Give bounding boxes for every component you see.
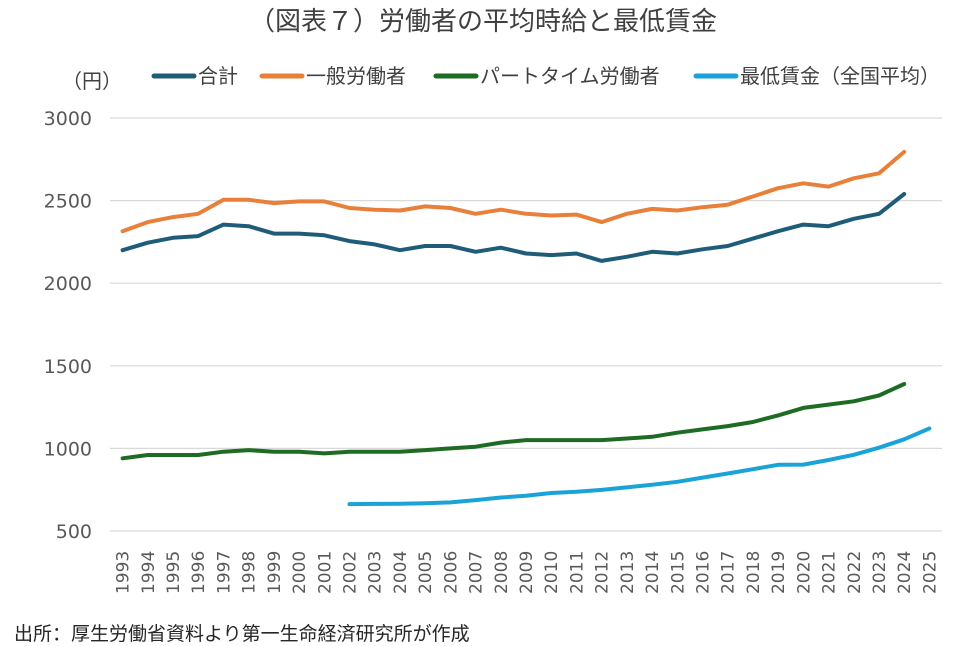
x-tick-label: 2023 (870, 551, 890, 594)
series-line-2 (120, 382, 907, 461)
series-line-0 (120, 192, 907, 263)
x-tick-label: 2017 (719, 551, 739, 594)
x-tick-label: 1997 (214, 551, 234, 594)
x-tick-label: 2008 (492, 551, 512, 594)
y-tick-label: 3000 (44, 108, 92, 130)
x-tick-label: 2021 (820, 551, 840, 594)
x-tick-label: 2004 (391, 551, 411, 594)
y-tick-label: 1000 (44, 438, 92, 460)
x-tick-label: 2000 (290, 551, 310, 594)
y-axis-ticks: 3000 2500 2000 1500 1000 500 (44, 108, 92, 543)
x-tick-label: 2013 (618, 551, 638, 594)
x-tick-label: 2022 (845, 551, 865, 594)
x-tick-label: 2015 (668, 551, 688, 594)
gridlines (110, 117, 942, 532)
x-tick-label: 1999 (265, 551, 285, 594)
x-tick-label: 1994 (139, 551, 159, 594)
x-tick-label: 2020 (794, 551, 814, 594)
y-tick-label: 2500 (44, 191, 92, 213)
x-tick-label: 2006 (441, 551, 461, 594)
x-tick-label: 2016 (693, 551, 713, 594)
x-tick-label: 2014 (643, 551, 663, 594)
x-tick-label: 2005 (416, 551, 436, 594)
legend-label-0: 合計 (198, 64, 238, 88)
series-line-3 (347, 426, 932, 507)
x-tick-label: 1993 (114, 551, 134, 594)
x-tick-label: 2012 (593, 551, 613, 594)
x-tick-label: 2025 (920, 551, 940, 594)
source-note: 出所：厚生労働省資料より第一生命経済研究所が作成 (14, 623, 470, 645)
chart-title: （図表７）労働者の平均時給と最低賃金 (249, 7, 717, 37)
x-tick-label: 2010 (542, 551, 562, 594)
series-lines (120, 149, 932, 507)
x-tick-label: 2024 (895, 551, 915, 594)
legend: 合計 一般労働者 パートタイム労働者 最低賃金（全国平均） (151, 64, 940, 88)
series-line-1 (120, 149, 907, 234)
legend-label-3: 最低賃金（全国平均） (740, 64, 940, 88)
x-tick-label: 2011 (567, 551, 587, 594)
y-tick-label: 1500 (44, 356, 92, 378)
x-tick-label: 2007 (467, 551, 487, 594)
legend-label-2: パートタイム労働者 (480, 64, 660, 88)
x-tick-label: 2002 (341, 551, 361, 594)
x-tick-label: 1998 (240, 551, 260, 594)
legend-label-1: 一般労働者 (306, 64, 406, 88)
x-tick-label: 1995 (164, 551, 184, 594)
x-tick-label: 2001 (315, 551, 335, 594)
y-axis-unit-label: （円） (62, 69, 122, 93)
x-tick-label: 1996 (189, 551, 209, 594)
y-tick-label: 2000 (44, 273, 92, 295)
x-tick-label: 2019 (769, 551, 789, 594)
x-tick-label: 2003 (366, 551, 386, 594)
x-axis-ticks: 1993 1994 1995 1996 1997 1998 1999 2000 2001 2002… (114, 551, 941, 594)
x-tick-label: 2009 (517, 551, 537, 594)
y-tick-label: 500 (56, 521, 92, 543)
x-tick-label: 2018 (744, 551, 764, 594)
